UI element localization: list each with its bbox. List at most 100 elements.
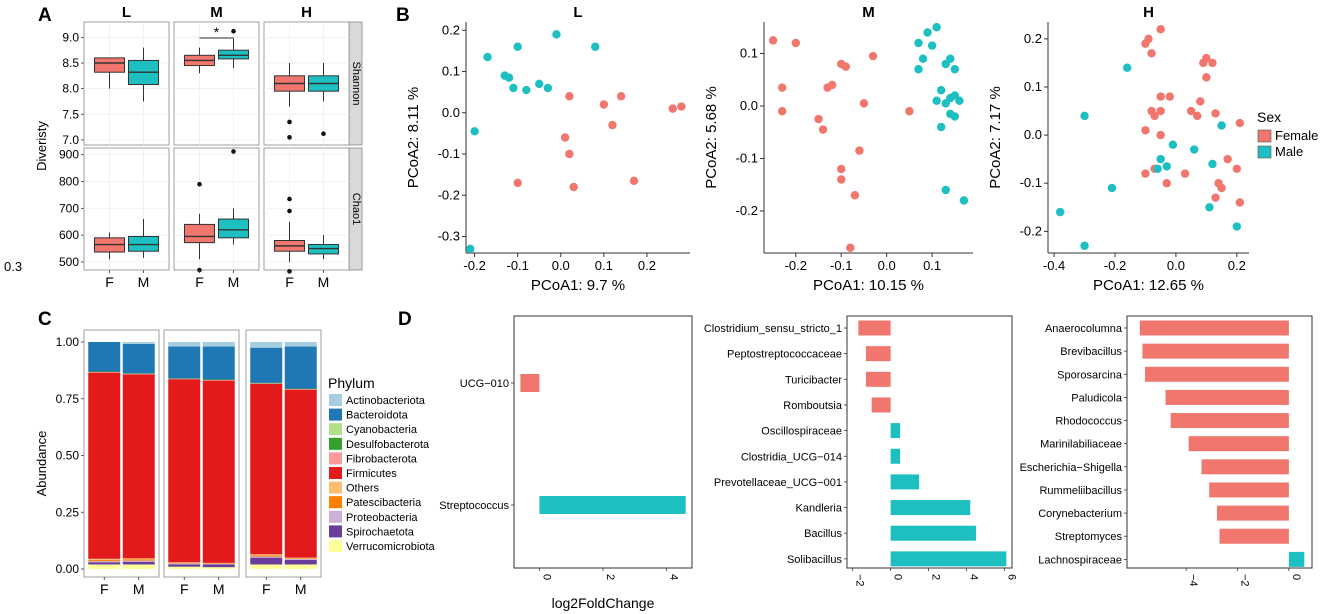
- x-tick-label: -0.2: [463, 258, 485, 273]
- x-tick-label: -0.2: [785, 258, 807, 273]
- legend-swatch: [329, 481, 342, 494]
- x-tick-label: F: [100, 581, 109, 597]
- fold-change-bar: [890, 500, 971, 516]
- male-point: [483, 52, 492, 62]
- bar-segment-fibrobacterota: [88, 371, 121, 373]
- plot-frame: [513, 315, 693, 569]
- x-tick-label: M: [133, 581, 145, 597]
- y-tick-label: -0.2: [438, 187, 460, 202]
- bar-segment-spirochaetota: [88, 562, 121, 565]
- female-point: [565, 92, 574, 101]
- x-tick-label: M: [228, 274, 240, 290]
- bar-segment-desulfobacterota: [168, 378, 201, 379]
- legend-label: Firmicutes: [346, 468, 397, 480]
- female-point: [837, 164, 846, 174]
- category-label: Streptomyces: [1055, 531, 1123, 543]
- y-tick-label: -0.3: [438, 229, 460, 244]
- x-tick-label: F: [105, 274, 114, 290]
- x-tick-label: 0: [1290, 574, 1302, 580]
- legend-label: Actinobacteriota: [346, 395, 426, 407]
- y-axis-label: PCoA2: 8.11 %: [405, 87, 422, 188]
- legend-swatch: [329, 540, 342, 552]
- y-tick-label: 0.75: [56, 392, 80, 406]
- x-tick-label: F: [262, 581, 271, 597]
- y-tick-label: -0.1: [1020, 175, 1042, 190]
- female-point: [629, 176, 639, 186]
- bar-segment-others: [250, 554, 283, 556]
- panel-label-A: A: [38, 5, 52, 26]
- panel-d-foldchange: LUCG−010Streptococcus024MClostridium_sen…: [439, 315, 1313, 611]
- female-point: [777, 83, 787, 92]
- bar-segment-verrucomicrobiota: [122, 564, 155, 569]
- male-point: [466, 244, 475, 254]
- x-tick-label: 0.0: [552, 258, 570, 273]
- y-axis-label: Diveristy: [34, 121, 49, 171]
- fold-change-bar: [1288, 551, 1305, 567]
- outlier-point: [231, 28, 236, 34]
- category-label: Escherichia−Shigella: [1020, 462, 1123, 474]
- fold-change-bar: [1170, 413, 1289, 429]
- legend-label: Proteobacteria: [346, 512, 418, 524]
- male-point: [1080, 241, 1089, 250]
- x-tick-label: 6: [1005, 574, 1017, 580]
- bar-segment-proteobacteria: [88, 561, 121, 563]
- female-point: [1208, 58, 1217, 68]
- x-tick-label: −2: [1238, 574, 1250, 587]
- outlier-point: [287, 196, 292, 202]
- fold-change-bar: [865, 346, 891, 362]
- y-tick-label: 600: [59, 228, 79, 242]
- panel-title: M: [862, 4, 875, 21]
- fold-change-bar: [865, 371, 891, 387]
- female-point: [1156, 106, 1165, 116]
- male-point: [591, 42, 600, 51]
- panel-label-B: B: [396, 5, 410, 26]
- bar-segment-bacteroidota: [168, 346, 201, 379]
- legend-label: Others: [346, 483, 380, 495]
- panel-c-stacked-bars: LMHAbundance0.000.250.500.751.00FMFMFMPh…: [34, 329, 436, 597]
- male-point: [1189, 145, 1199, 154]
- legend-swatch: [329, 437, 342, 450]
- significance-star: *: [214, 24, 220, 40]
- fold-change-bar: [1209, 482, 1289, 498]
- bar-segment-others: [202, 562, 235, 564]
- category-label: Bacillus: [804, 528, 842, 540]
- male-point: [918, 54, 928, 63]
- category-label: Lachnospiraceae: [1038, 554, 1122, 566]
- fold-change-bar: [539, 496, 686, 514]
- x-tick-label: 0.2: [638, 258, 656, 273]
- y-tick-label: 0.1: [442, 64, 460, 79]
- x-tick-label: M: [213, 581, 225, 597]
- legend-label: Fibrobacterota: [346, 453, 418, 465]
- outlier-point: [231, 149, 236, 154]
- female-point: [1162, 179, 1171, 188]
- bar-segment-others: [168, 562, 201, 563]
- bar-segment-firmicutes: [88, 372, 121, 559]
- box: [184, 223, 215, 244]
- bar-segment-verrucomicrobiota: [168, 566, 201, 569]
- category-label: Marinilabiliaceae: [1040, 439, 1122, 451]
- facet-strip-label: Shannon: [350, 61, 362, 105]
- bar-segment-verrucomicrobiota: [202, 567, 235, 569]
- fold-change-bar: [1201, 459, 1289, 475]
- legend-swatch: [329, 423, 342, 436]
- bar-segment-proteobacteria: [168, 563, 201, 565]
- facet-title: M: [210, 4, 223, 21]
- bar-segment-desulfobacterota: [250, 382, 283, 384]
- y-tick-label: 8.0: [62, 82, 79, 96]
- facet-title: H: [301, 4, 312, 21]
- legend-label: Cyanobacteria: [346, 424, 418, 436]
- outlier-point: [197, 181, 202, 187]
- female-point: [818, 125, 828, 134]
- female-point: [859, 99, 869, 108]
- female-point: [1211, 109, 1220, 118]
- panel-b-pcoa: L-0.2 -0.1 0.0 0.1 0.2-0.3-0.2-0.10.00.10.2P…: [405, 4, 1318, 294]
- category-label: Turicibacter: [785, 374, 842, 386]
- female-point: [1180, 169, 1190, 178]
- y-tick-label: 700: [59, 201, 79, 215]
- female-point: [855, 146, 864, 155]
- x-tick-label: 0: [540, 574, 552, 580]
- y-tick-label: 0.1: [740, 46, 758, 61]
- x-tick-label: 0.0: [878, 258, 896, 273]
- male-point: [1107, 183, 1117, 193]
- category-label: Sporosarcina: [1057, 369, 1123, 381]
